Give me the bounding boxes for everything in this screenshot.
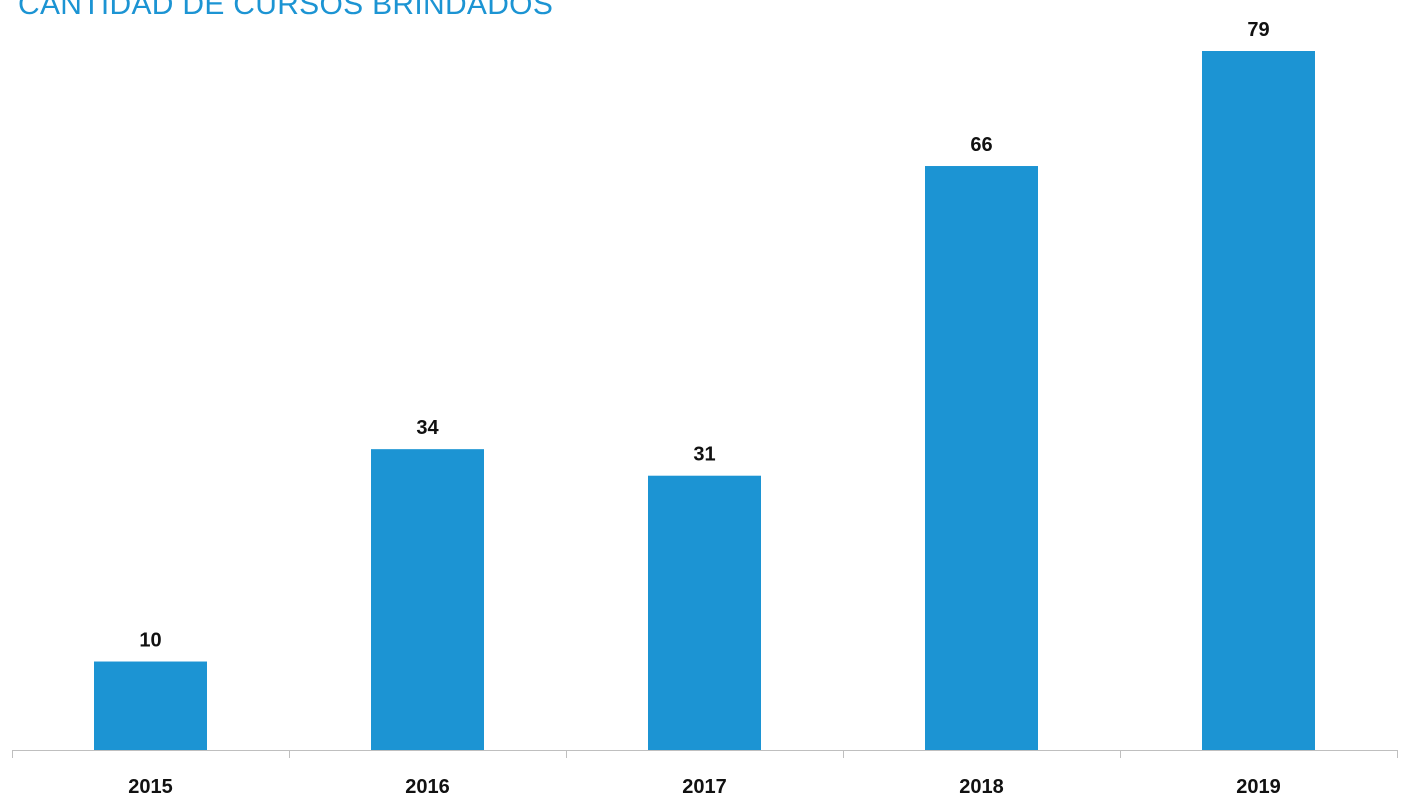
- value-label-2015: 10: [139, 630, 161, 652]
- x-tick-label-2017: 2017: [682, 776, 727, 798]
- value-label-2016: 34: [416, 417, 439, 439]
- x-tick-labels-group: 2015 2016 2017 2018 2019: [128, 776, 1281, 798]
- bar-2017: [648, 475, 761, 750]
- x-tick-label-2019: 2019: [1236, 776, 1281, 798]
- bars-group: [94, 51, 1315, 750]
- bar-2018: [925, 166, 1038, 750]
- value-label-2018: 66: [970, 134, 992, 156]
- x-tick-label-2016: 2016: [405, 776, 450, 798]
- bar-2016: [371, 449, 484, 750]
- x-tick-label-2018: 2018: [959, 776, 1004, 798]
- chart-title: CANTIDAD DE CURSOS BRINDADOS: [18, 0, 554, 21]
- value-label-2017: 31: [693, 444, 715, 466]
- bar-2019: [1202, 51, 1315, 750]
- value-label-2019: 79: [1247, 19, 1269, 41]
- x-axis: [12, 750, 1398, 758]
- bar-2015: [94, 661, 207, 750]
- value-labels-group: 10 34 31 66 79: [139, 19, 1269, 652]
- x-tick-label-2015: 2015: [128, 776, 173, 798]
